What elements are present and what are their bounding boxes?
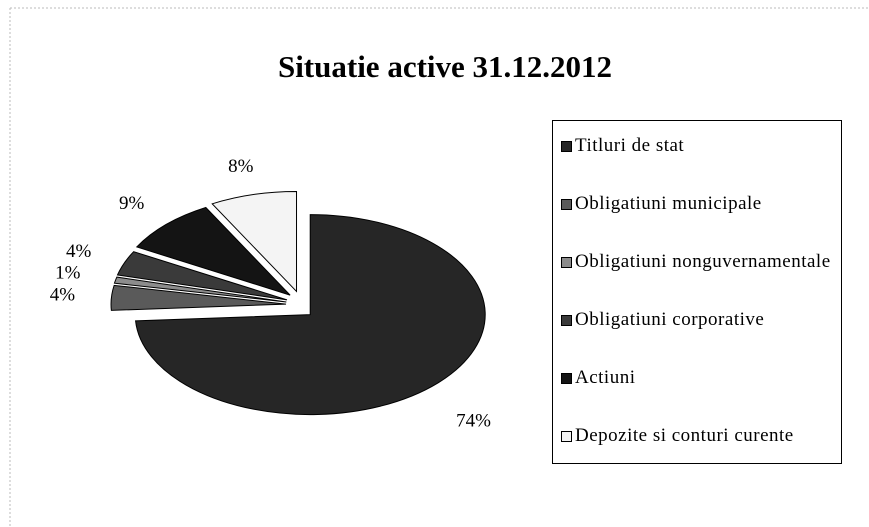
legend-swatch xyxy=(561,431,572,442)
legend-label: Actiuni xyxy=(575,367,636,388)
data-label: 1% xyxy=(55,262,81,283)
data-label: 8% xyxy=(228,156,254,177)
data-label: 4% xyxy=(66,241,92,262)
pie-slice xyxy=(211,190,298,293)
legend-label: Obligatiuni nonguvernamentale xyxy=(575,251,831,272)
legend-item: Actiuni xyxy=(561,367,835,425)
legend-swatch xyxy=(561,373,572,384)
legend-label: Obligatiuni corporative xyxy=(575,309,765,330)
legend-item: Obligatiuni municipale xyxy=(561,193,835,251)
pie-slice xyxy=(113,276,287,303)
pie-slice xyxy=(116,251,288,301)
legend-item: Titluri de stat xyxy=(561,135,835,193)
legend-swatch xyxy=(561,315,572,326)
legend-label: Obligatiuni municipale xyxy=(575,193,762,214)
data-label: 74% xyxy=(456,411,491,432)
pie-slice xyxy=(134,214,486,416)
legend-item: Obligatiuni corporative xyxy=(561,309,835,367)
chart-title: Situatie active 31.12.2012 xyxy=(278,49,612,84)
legend-swatch xyxy=(561,257,572,268)
data-label: 9% xyxy=(119,193,145,214)
legend-swatch xyxy=(561,199,572,210)
legend-item: Obligatiuni nonguvernamentale xyxy=(561,251,835,309)
legend-label: Depozite si conturi curente xyxy=(575,425,794,446)
legend-swatch xyxy=(561,141,572,152)
data-label: 4% xyxy=(50,284,76,305)
legend-label: Titluri de stat xyxy=(575,135,685,156)
legend: Titluri de stat Obligatiuni municipale Obl… xyxy=(552,120,842,464)
legend-item: Depozite si conturi curente xyxy=(561,425,835,483)
pie-slice xyxy=(110,284,287,311)
pie-slice xyxy=(135,206,291,296)
